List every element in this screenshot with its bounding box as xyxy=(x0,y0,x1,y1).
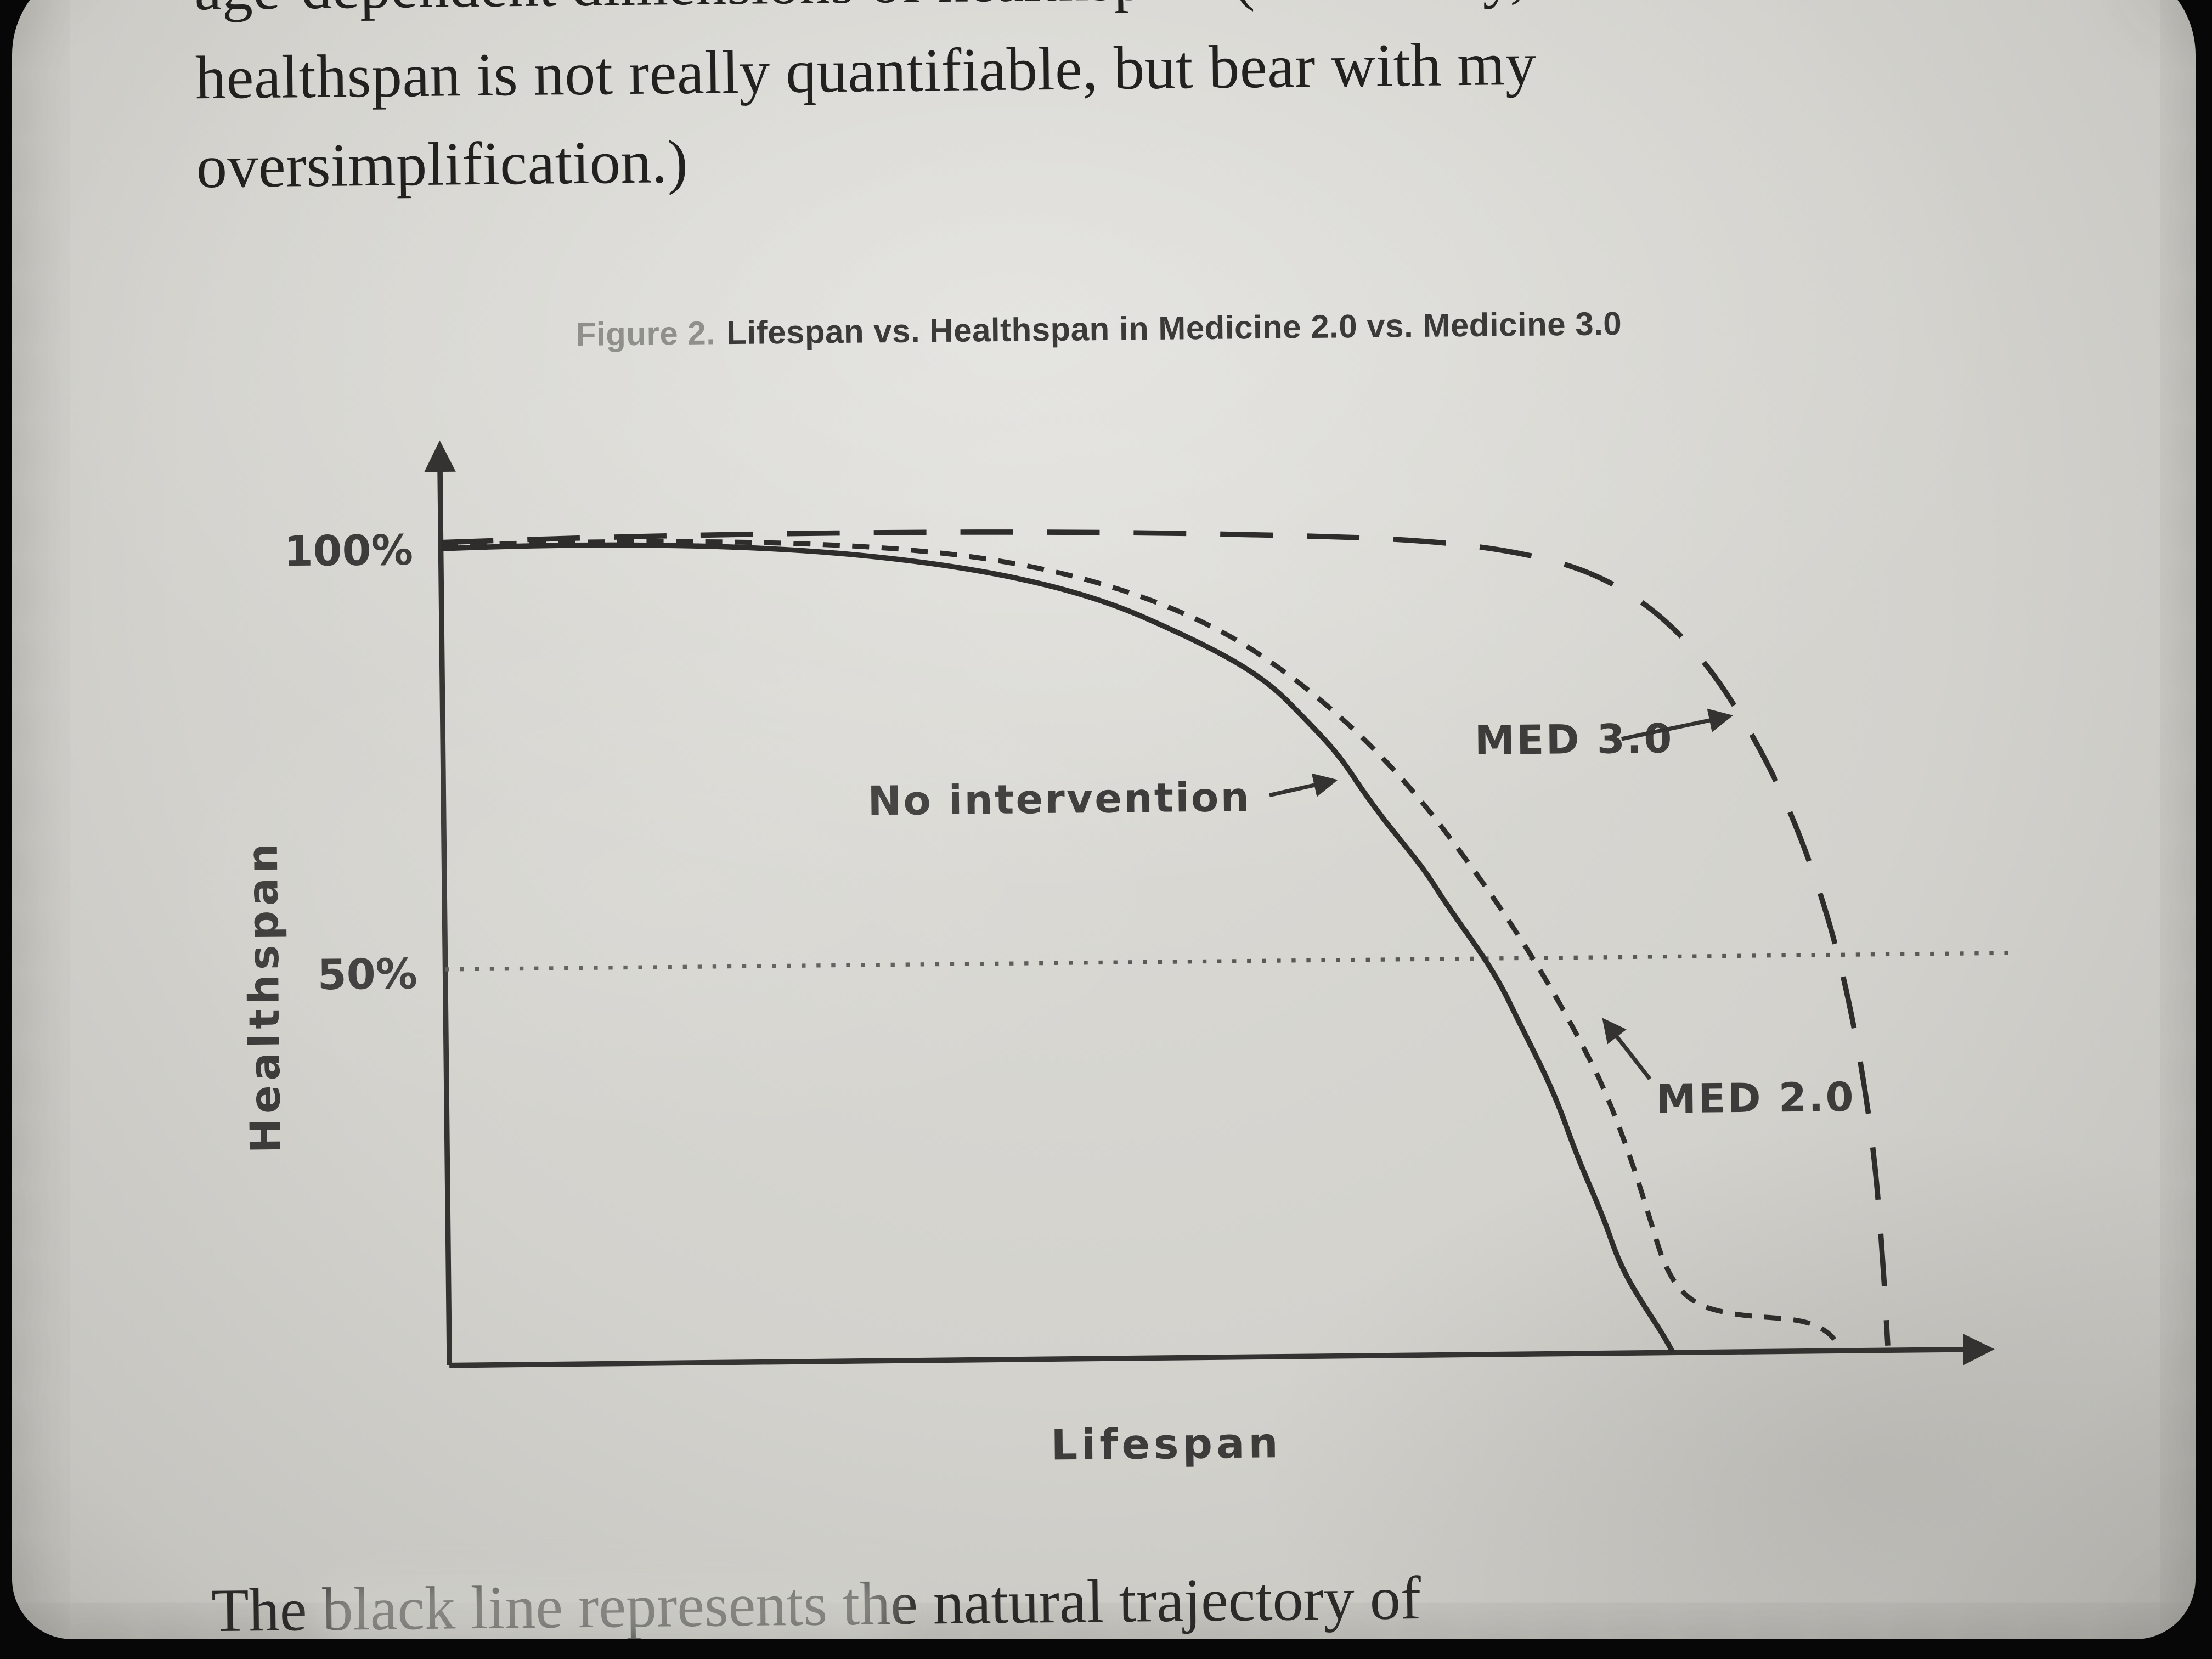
med-2-0-curve xyxy=(441,539,1841,1350)
page-content: age-dependent dimensions of healthspan. … xyxy=(12,0,2196,1639)
figure-caption-title: Lifespan vs. Healthspan in Medicine 2.0 … xyxy=(726,305,1622,352)
figure-caption: Figure 2. Lifespan vs. Healthspan in Medi… xyxy=(12,298,2191,359)
no-intervention-curve xyxy=(441,542,1675,1354)
body-text-line-3: oversimplification.) xyxy=(196,127,689,201)
ereader-screen: age-dependent dimensions of healthspan. … xyxy=(12,0,2196,1639)
no-intervention-arrow xyxy=(1269,773,1338,798)
med-2-0-label: MED 2.0 xyxy=(1656,1074,1856,1123)
med-3-0-label: MED 3.0 xyxy=(1474,715,1674,764)
gridline-50pct xyxy=(445,951,2011,972)
lifespan-healthspan-chart: 100% 50% Healthspan Lifespan No interven… xyxy=(238,440,2011,1469)
y-axis xyxy=(424,440,456,1365)
y-tick-50: 50% xyxy=(317,949,417,999)
med-3-0-arrow xyxy=(1621,708,1734,741)
y-tick-100: 100% xyxy=(284,526,413,575)
top-paragraph: age-dependent dimensions of healthspan. … xyxy=(194,0,2062,211)
no-intervention-label: No intervention xyxy=(867,774,1251,825)
med-3-0-curve xyxy=(441,529,1891,1346)
med-2-0-arrow xyxy=(1602,1018,1652,1080)
figure-caption-prefix: Figure 2. xyxy=(575,314,716,353)
y-axis-label: Healthspan xyxy=(238,838,290,1153)
x-axis-label: Lifespan xyxy=(1051,1418,1282,1469)
x-axis xyxy=(449,1334,1995,1368)
glare-smudge xyxy=(316,1571,899,1639)
